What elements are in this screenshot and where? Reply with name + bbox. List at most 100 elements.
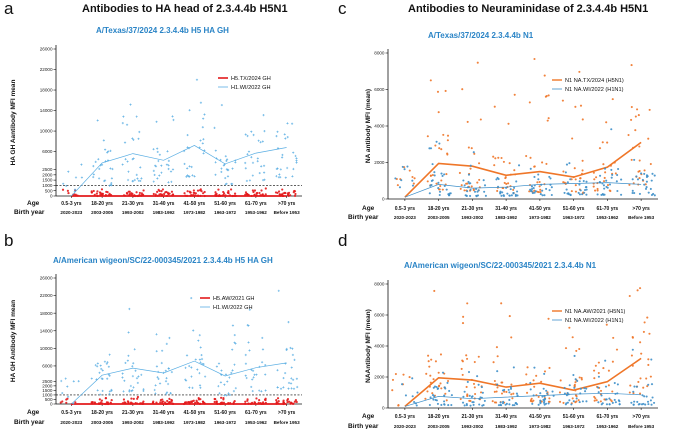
data-point — [291, 378, 295, 381]
data-point — [252, 133, 255, 137]
data-point — [496, 383, 499, 386]
data-point — [637, 114, 640, 117]
data-point — [564, 403, 567, 406]
data-point — [96, 362, 99, 365]
data-point — [106, 151, 109, 154]
data-point — [225, 394, 228, 397]
data-point — [64, 377, 67, 380]
data-point — [394, 177, 397, 180]
data-point — [461, 401, 465, 404]
data-point — [137, 375, 140, 378]
data-point — [121, 372, 124, 375]
data-point — [467, 146, 470, 149]
data-point — [608, 189, 611, 192]
data-point — [252, 190, 255, 194]
data-point — [540, 380, 543, 383]
data-point — [572, 373, 575, 377]
data-point — [133, 348, 136, 351]
data-point — [123, 379, 126, 382]
data-point — [200, 353, 203, 357]
data-point — [597, 401, 600, 404]
data-point — [630, 354, 633, 357]
data-point — [493, 164, 496, 167]
data-point — [641, 178, 644, 182]
data-point — [283, 191, 286, 194]
data-point — [264, 363, 267, 367]
data-point — [642, 402, 645, 405]
data-point — [153, 388, 156, 392]
data-point — [610, 176, 613, 179]
data-point — [222, 397, 225, 400]
data-point — [463, 189, 466, 192]
data-point — [529, 188, 532, 191]
data-point — [543, 370, 547, 373]
data-point — [277, 400, 280, 403]
data-point — [108, 353, 111, 356]
data-point — [605, 323, 608, 326]
data-point — [437, 387, 440, 390]
data-point — [547, 117, 550, 120]
data-point — [293, 358, 296, 362]
data-point — [584, 186, 587, 189]
y-tick-label: 18000 — [40, 88, 53, 93]
data-point — [477, 189, 480, 192]
data-point — [276, 191, 279, 194]
data-point — [513, 404, 516, 407]
data-point — [500, 194, 503, 197]
data-point — [431, 163, 434, 166]
data-point — [638, 192, 641, 195]
data-point — [287, 387, 290, 390]
data-point — [142, 389, 145, 393]
data-point — [548, 175, 551, 178]
age-label: >70 yrs — [278, 410, 296, 416]
data-point — [446, 153, 449, 156]
data-point — [200, 357, 204, 361]
panel-c: A/Texas/37/2024 2.3.4.4b N1 0 2000 4000 6000… — [348, 31, 658, 221]
data-point — [618, 400, 621, 403]
data-point — [446, 139, 449, 142]
data-point — [497, 156, 500, 159]
data-point — [186, 174, 189, 177]
data-point — [460, 184, 463, 187]
data-point — [244, 133, 247, 136]
data-point — [534, 190, 537, 193]
series-blue-mean-line — [71, 145, 287, 197]
data-point — [155, 350, 158, 353]
data-point — [262, 164, 266, 167]
data-point — [607, 384, 610, 387]
birth-year-label: 2003-2005 — [428, 215, 450, 220]
data-point — [289, 402, 292, 405]
data-point — [128, 190, 131, 193]
data-point — [130, 389, 133, 393]
data-point — [251, 174, 254, 177]
data-point — [287, 320, 290, 324]
data-point — [435, 182, 438, 185]
data-point — [213, 397, 216, 401]
data-point — [142, 189, 145, 192]
data-point — [443, 173, 446, 176]
data-point — [606, 141, 609, 144]
data-point — [541, 194, 544, 197]
data-point — [573, 386, 576, 389]
data-point — [469, 399, 472, 403]
data-point — [426, 180, 429, 183]
data-point — [466, 302, 469, 305]
panel-title: A/Texas/37/2024 2.3.4.4b H5 HA GH — [96, 26, 229, 35]
data-point — [508, 194, 511, 197]
data-point — [615, 348, 619, 351]
data-point — [515, 403, 519, 406]
data-point — [190, 165, 193, 169]
data-point — [563, 191, 566, 194]
data-point — [250, 130, 253, 133]
data-point — [537, 191, 540, 194]
data-point — [394, 372, 397, 376]
series-blue-mean-line — [71, 360, 287, 405]
data-point — [199, 346, 202, 349]
data-point — [494, 157, 497, 160]
data-point — [263, 178, 266, 181]
y-tick-label: 8000 — [374, 51, 385, 56]
data-point — [214, 161, 217, 164]
data-point — [260, 165, 263, 168]
age-label: 41-50 yrs — [529, 414, 551, 420]
heading-left: Antibodies to HA head of 2.3.4.4b H5N1 — [82, 3, 288, 15]
